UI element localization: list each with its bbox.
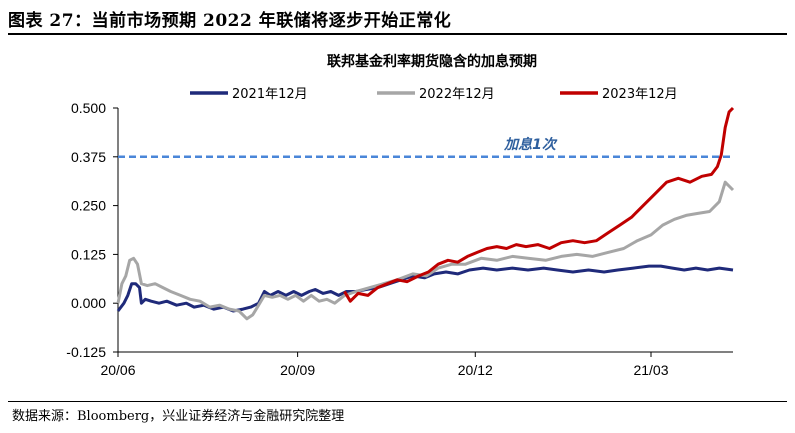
reference-line: 加息1次 [118, 136, 733, 159]
legend-label: 2021年12月 [232, 87, 308, 102]
legend-label: 2022年12月 [419, 87, 495, 102]
x-tick-label: 20/12 [458, 362, 493, 378]
legend: 2021年12月 2022年12月 2023年12月 [190, 87, 678, 102]
y-tick-label: 0.500 [71, 100, 106, 116]
series-line-1 [116, 264, 734, 313]
y-tick-label: 0.250 [71, 198, 106, 214]
series-line-2 [116, 180, 735, 321]
y-tick-label: -0.125 [66, 344, 106, 360]
series-group [116, 106, 735, 321]
y-tick-label: 0.000 [71, 295, 106, 311]
y-tick-label: 0.375 [71, 149, 106, 165]
chart-title: 联邦基金利率期货隐含的加息预期 [327, 53, 537, 70]
series-line-3 [343, 106, 735, 303]
x-tick-label: 20/06 [100, 362, 135, 378]
title-rule [8, 33, 787, 35]
axes: 0.500 0.375 0.250 0.125 0.000 -0.125 20/06 20/0… [66, 100, 733, 378]
legend-label: 2023年12月 [602, 87, 678, 102]
source-rule [8, 401, 787, 402]
x-tick-label: 21/03 [633, 362, 668, 378]
figure-title: 图表 27：当前市场预期 2022 年联储将逐步开始正常化 [8, 11, 452, 31]
source-note: 数据来源：Bloomberg，兴业证券经济与金融研究院整理 [12, 409, 345, 424]
y-tick-label: 0.125 [71, 246, 106, 262]
reference-line-label: 加息1次 [503, 136, 558, 153]
x-tick-label: 20/09 [280, 362, 315, 378]
